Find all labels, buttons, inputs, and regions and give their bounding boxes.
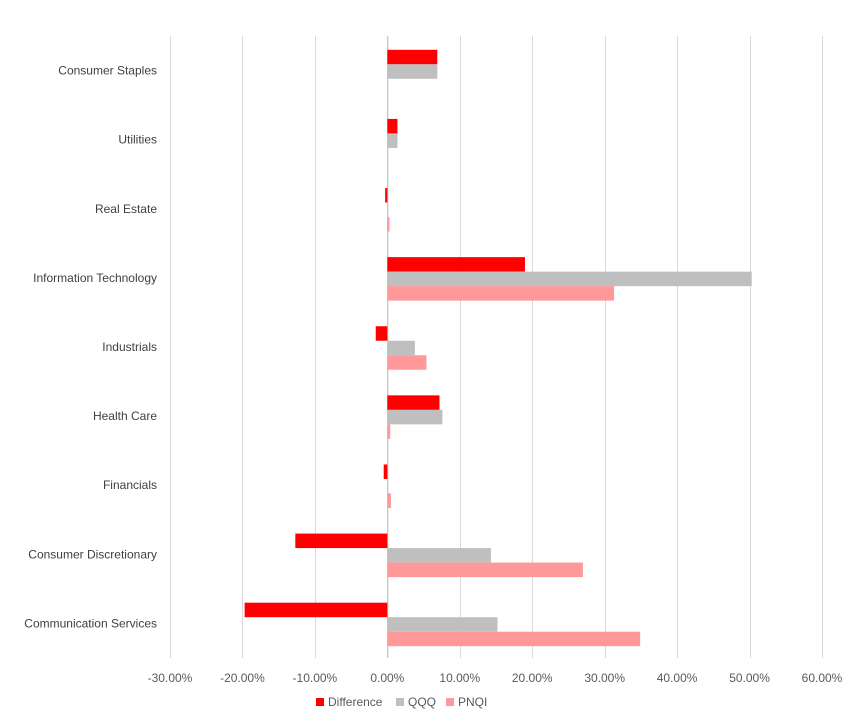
bar-qqq bbox=[387, 548, 491, 563]
bar-pnqi bbox=[387, 562, 583, 578]
legend-swatch-difference bbox=[316, 698, 324, 706]
category-label: Real Estate bbox=[95, 202, 157, 216]
x-tick-label: 60.00% bbox=[802, 671, 843, 685]
bar-difference bbox=[387, 118, 398, 134]
x-tick-label: -20.00% bbox=[220, 671, 265, 685]
category-labels: Consumer Staples Utilities Real Estate Info… bbox=[24, 64, 157, 631]
bar-qqq bbox=[387, 271, 752, 287]
category-label: Utilities bbox=[118, 133, 157, 147]
bar-difference bbox=[387, 49, 438, 65]
category-label: Communication Services bbox=[24, 616, 157, 630]
legend-swatch-qqq bbox=[396, 698, 404, 706]
category-label: Health Care bbox=[93, 409, 157, 423]
bar-difference bbox=[295, 533, 388, 549]
bar-difference bbox=[387, 257, 525, 272]
bar-difference bbox=[385, 188, 388, 203]
x-axis-tick-labels: -30.00% -20.00% -10.00% 0.00% 10.00% 20.00% 30… bbox=[148, 671, 843, 685]
bar-qqq bbox=[387, 617, 498, 632]
bar-pnqi bbox=[387, 424, 391, 439]
legend: Difference QQQ PNQI bbox=[316, 695, 487, 709]
category-label: Industrials bbox=[102, 340, 157, 354]
category-label: Consumer Staples bbox=[58, 64, 157, 78]
bar-pnqi bbox=[387, 493, 391, 508]
bars bbox=[244, 49, 752, 647]
bar-pnqi bbox=[387, 286, 615, 301]
bar-qqq bbox=[387, 409, 443, 425]
x-tick-label: 20.00% bbox=[512, 671, 553, 685]
bar-qqq bbox=[387, 133, 398, 148]
x-tick-label: 0.00% bbox=[370, 671, 404, 685]
bar-pnqi bbox=[387, 631, 641, 647]
legend-swatch-pnqi bbox=[446, 698, 454, 706]
x-tick-label: 40.00% bbox=[657, 671, 698, 685]
bar-difference bbox=[383, 464, 388, 479]
bar-pnqi bbox=[387, 355, 427, 370]
x-tick-label: -30.00% bbox=[148, 671, 193, 685]
x-tick-label: -10.00% bbox=[293, 671, 338, 685]
bar-qqq bbox=[387, 64, 438, 79]
bar-difference bbox=[244, 602, 388, 618]
x-tick-label: 10.00% bbox=[439, 671, 480, 685]
bar-qqq bbox=[387, 340, 415, 356]
bar-pnqi bbox=[387, 217, 390, 232]
bar-difference bbox=[375, 326, 388, 341]
category-label: Information Technology bbox=[33, 271, 157, 285]
legend-label: PNQI bbox=[458, 695, 487, 709]
x-tick-label: 50.00% bbox=[729, 671, 770, 685]
legend-label: QQQ bbox=[408, 695, 436, 709]
category-label: Consumer Discretionary bbox=[28, 547, 157, 561]
legend-label: Difference bbox=[328, 695, 383, 709]
bar-difference bbox=[387, 395, 440, 410]
x-tick-label: 30.00% bbox=[584, 671, 625, 685]
category-label: Financials bbox=[103, 478, 157, 492]
